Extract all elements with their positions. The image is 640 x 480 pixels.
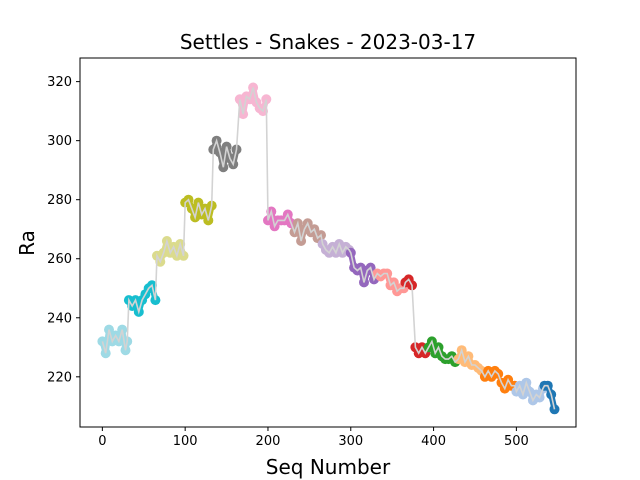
y-tick-label: 240 xyxy=(47,311,72,326)
x-tick-label: 0 xyxy=(98,434,106,449)
plot-frame xyxy=(79,57,577,428)
x-axis-label: Seq Number xyxy=(266,455,391,479)
x-tick-label: 200 xyxy=(256,434,281,449)
y-tick-label: 220 xyxy=(47,370,72,385)
y-tick-label: 300 xyxy=(47,134,72,149)
x-tick-label: 100 xyxy=(173,434,198,449)
y-tick-label: 320 xyxy=(47,75,72,90)
plot-area xyxy=(97,82,560,415)
connector-line xyxy=(101,87,556,410)
y-tick-label: 280 xyxy=(47,193,72,208)
x-tick-label: 500 xyxy=(504,434,529,449)
x-tick-label: 400 xyxy=(421,434,446,449)
chart-title: Settles - Snakes - 2023-03-17 xyxy=(180,30,476,54)
y-axis-label: Ra xyxy=(15,230,39,256)
y-tick-label: 260 xyxy=(47,252,72,267)
x-tick-label: 300 xyxy=(338,434,363,449)
